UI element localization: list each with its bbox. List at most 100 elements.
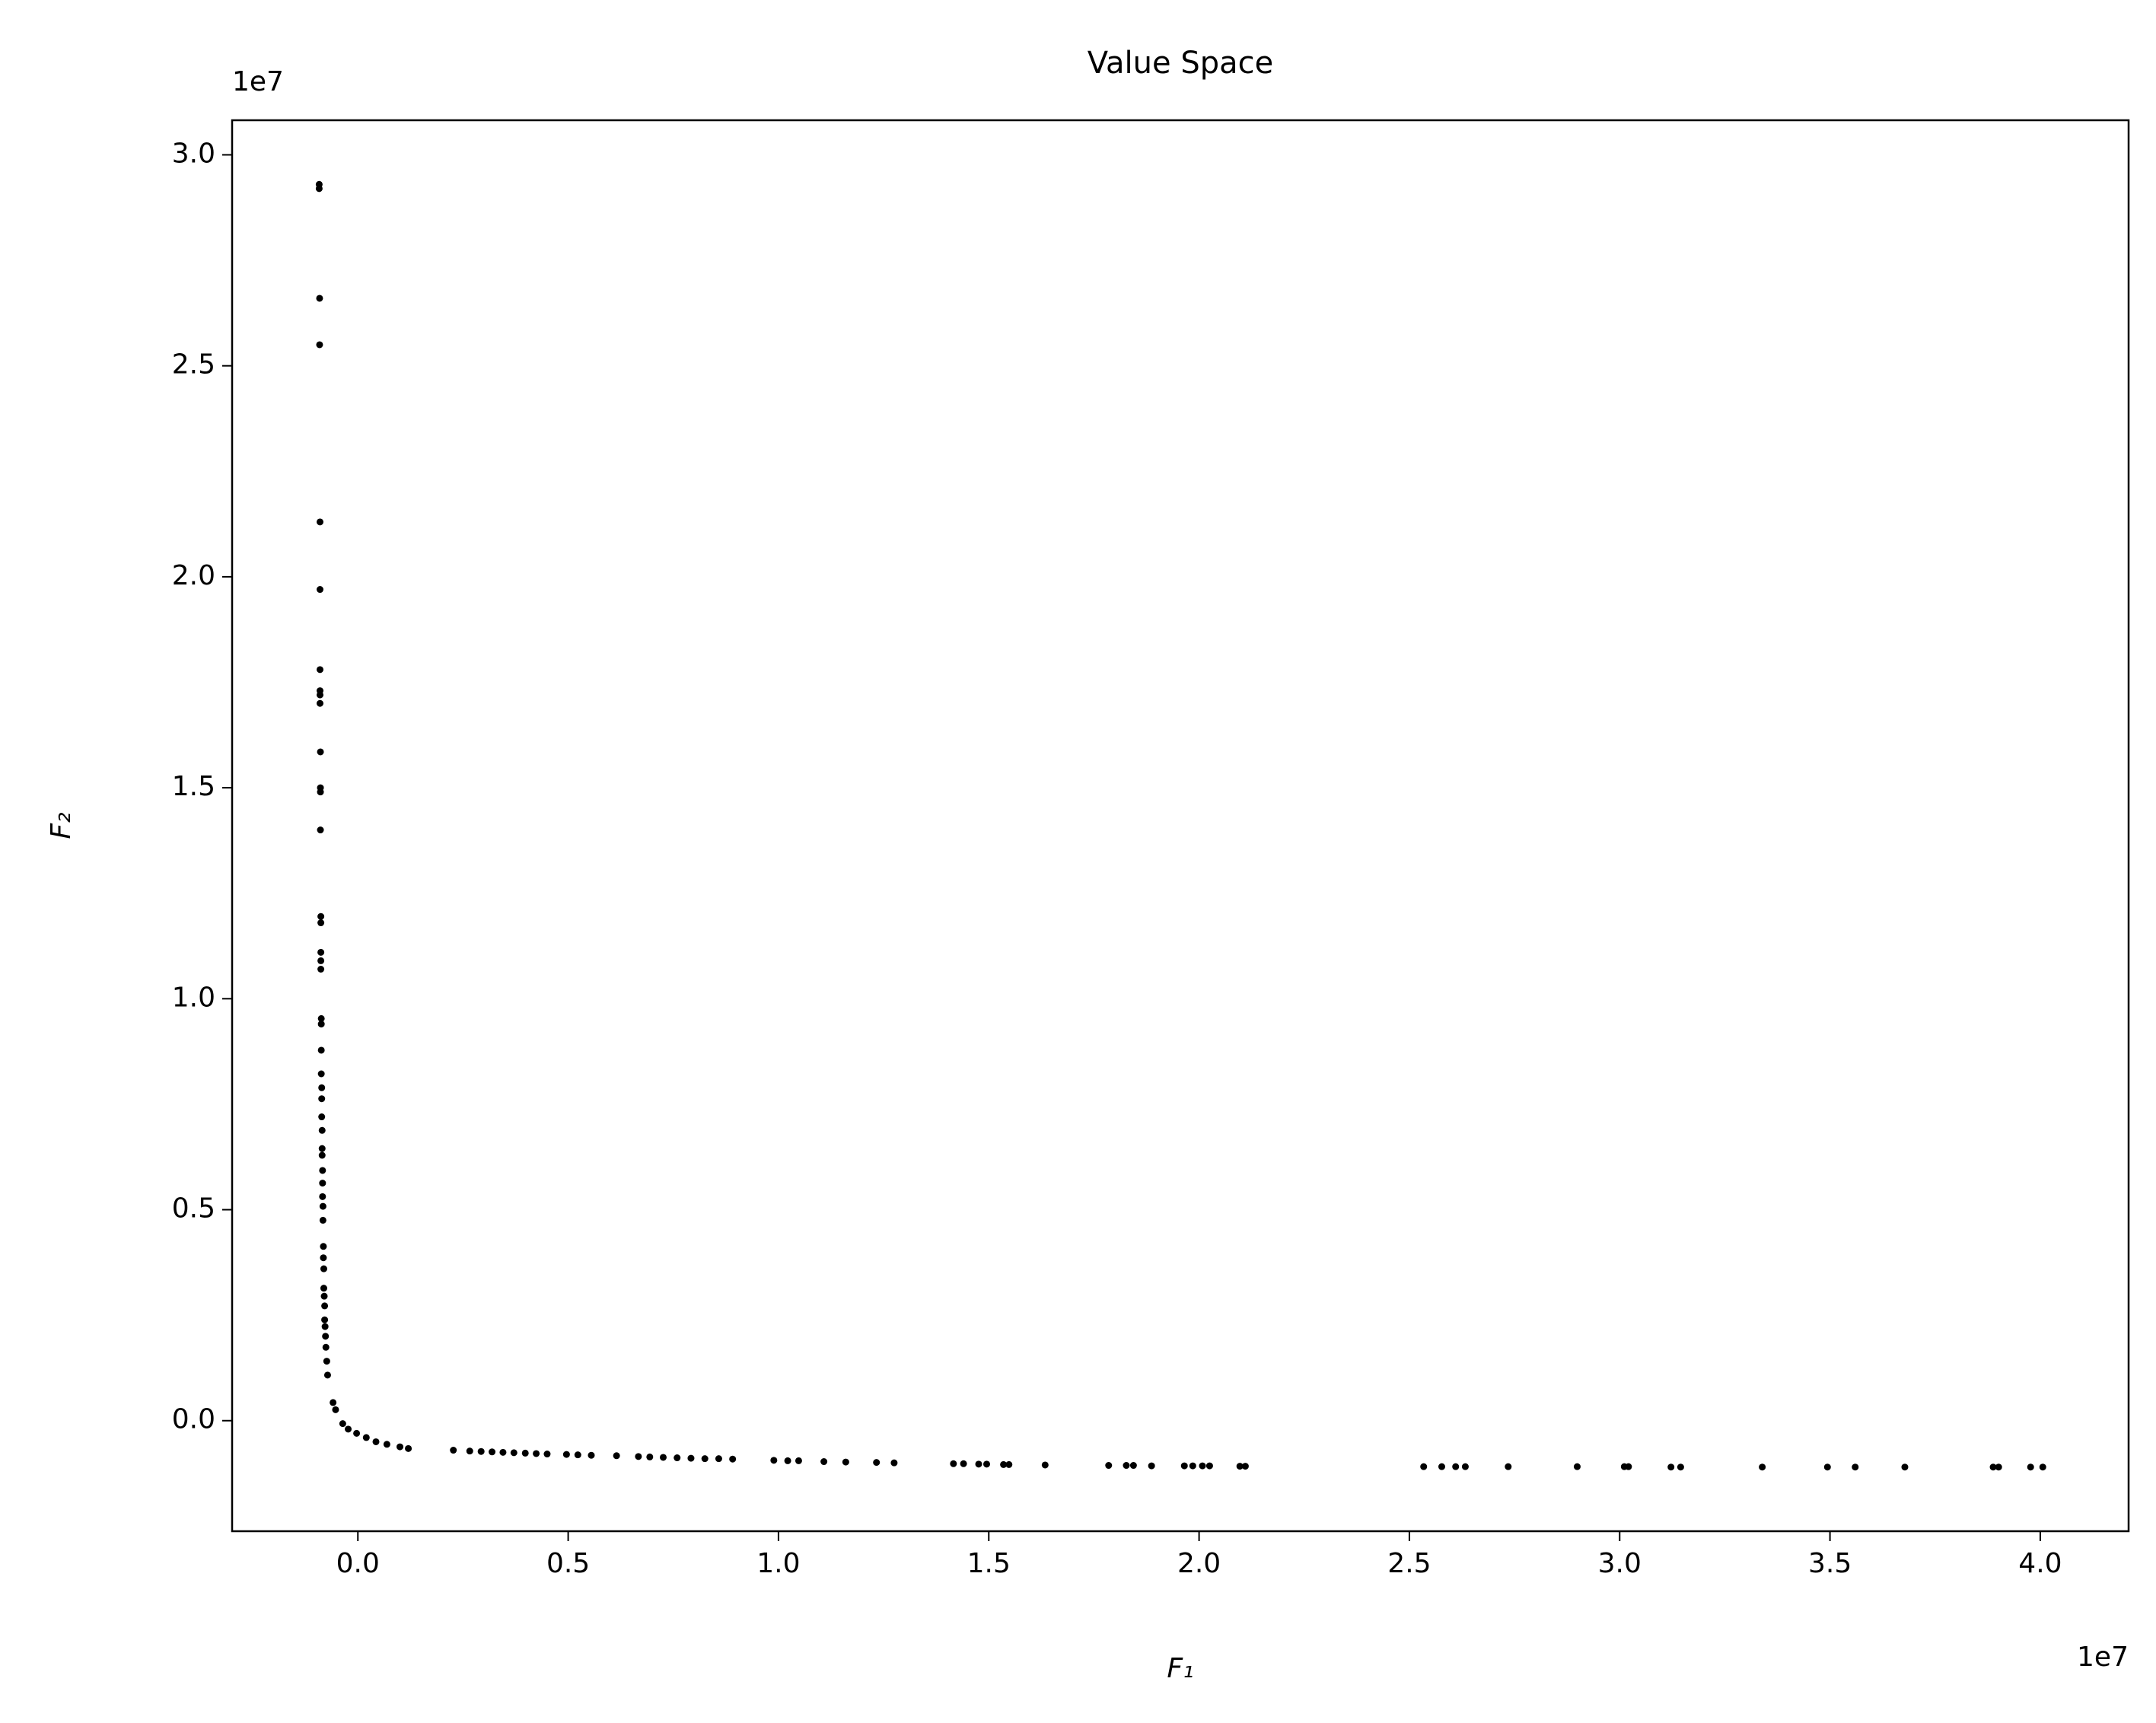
point	[795, 1457, 802, 1464]
point	[318, 1126, 326, 1134]
point	[405, 1444, 412, 1452]
point	[1241, 1463, 1249, 1470]
point	[820, 1458, 828, 1466]
y-offset-label: 1e7	[232, 66, 284, 97]
point	[1573, 1463, 1581, 1470]
point	[510, 1449, 518, 1457]
point	[317, 948, 325, 956]
point	[323, 1358, 330, 1365]
point	[320, 1292, 328, 1300]
y-tick-label: 2.0	[172, 560, 215, 591]
point	[323, 1371, 331, 1379]
x-tick-label: 1.5	[967, 1548, 1011, 1579]
point	[330, 1399, 337, 1406]
point	[317, 666, 324, 674]
y-tick-label: 0.0	[172, 1404, 215, 1435]
point	[975, 1460, 982, 1468]
point	[950, 1460, 957, 1467]
point	[317, 1021, 325, 1028]
point	[1199, 1462, 1206, 1470]
point	[317, 912, 325, 920]
point	[383, 1441, 390, 1448]
point	[317, 788, 324, 796]
point	[1901, 1463, 1909, 1471]
point	[715, 1455, 722, 1463]
point	[1667, 1463, 1675, 1471]
point	[674, 1454, 681, 1462]
plot-frame	[231, 119, 2130, 1533]
point	[317, 518, 324, 526]
point	[317, 966, 325, 973]
point	[345, 1425, 352, 1433]
point	[396, 1443, 404, 1451]
point	[842, 1458, 849, 1466]
point	[701, 1455, 709, 1463]
point	[489, 1448, 496, 1456]
y-tick-label: 1.0	[172, 982, 215, 1013]
point	[588, 1451, 595, 1459]
point	[659, 1454, 667, 1461]
point	[318, 1145, 326, 1152]
point	[1852, 1463, 1859, 1471]
point	[1995, 1463, 2002, 1471]
point	[317, 586, 324, 594]
point	[322, 1333, 330, 1340]
point	[1180, 1462, 1188, 1470]
x-offset-label: 1e7	[2077, 1642, 2129, 1673]
x-tick-label: 0.5	[546, 1548, 590, 1579]
point	[1005, 1460, 1013, 1468]
x-tick-label: 1.0	[756, 1548, 800, 1579]
point	[319, 1216, 326, 1224]
point	[477, 1448, 485, 1455]
point	[1505, 1463, 1512, 1470]
point	[1000, 1460, 1008, 1468]
point	[319, 1193, 326, 1200]
point	[1205, 1462, 1213, 1470]
point	[2039, 1463, 2046, 1471]
point	[1148, 1462, 1155, 1470]
point	[873, 1459, 881, 1467]
point	[315, 185, 323, 193]
point	[318, 1095, 326, 1103]
x-tick-label: 3.5	[1808, 1548, 1852, 1579]
point	[317, 957, 325, 964]
point	[320, 1254, 327, 1262]
point	[321, 1316, 329, 1323]
point	[613, 1452, 620, 1460]
point	[316, 341, 323, 349]
x-tick-label: 2.5	[1387, 1548, 1431, 1579]
point	[332, 1406, 339, 1413]
point	[1625, 1463, 1632, 1470]
point	[317, 691, 324, 699]
point	[646, 1453, 654, 1460]
point	[322, 1343, 330, 1351]
point	[317, 1070, 325, 1078]
x-axis-label: F₁	[1167, 1653, 1193, 1684]
x-tick-label: 2.0	[1177, 1548, 1221, 1579]
point	[339, 1420, 346, 1428]
point	[1189, 1462, 1196, 1470]
x-tick-label: 3.0	[1598, 1548, 1642, 1579]
point	[320, 1265, 327, 1272]
point	[317, 748, 324, 756]
point	[1759, 1463, 1766, 1471]
point	[1123, 1462, 1130, 1470]
point	[1438, 1463, 1445, 1470]
point	[1105, 1462, 1113, 1470]
point	[890, 1459, 898, 1467]
point	[362, 1434, 370, 1441]
point	[319, 1167, 326, 1174]
chart-title: Value Space	[1088, 46, 1273, 81]
point	[317, 919, 325, 927]
point	[635, 1453, 642, 1460]
point	[317, 1046, 325, 1054]
point	[1452, 1463, 1460, 1470]
point	[318, 1113, 326, 1121]
y-tick-label: 2.5	[172, 349, 215, 381]
point	[1823, 1463, 1831, 1471]
x-tick-label: 4.0	[2018, 1548, 2062, 1579]
y-tick-label: 1.5	[172, 771, 215, 802]
point	[562, 1451, 570, 1458]
